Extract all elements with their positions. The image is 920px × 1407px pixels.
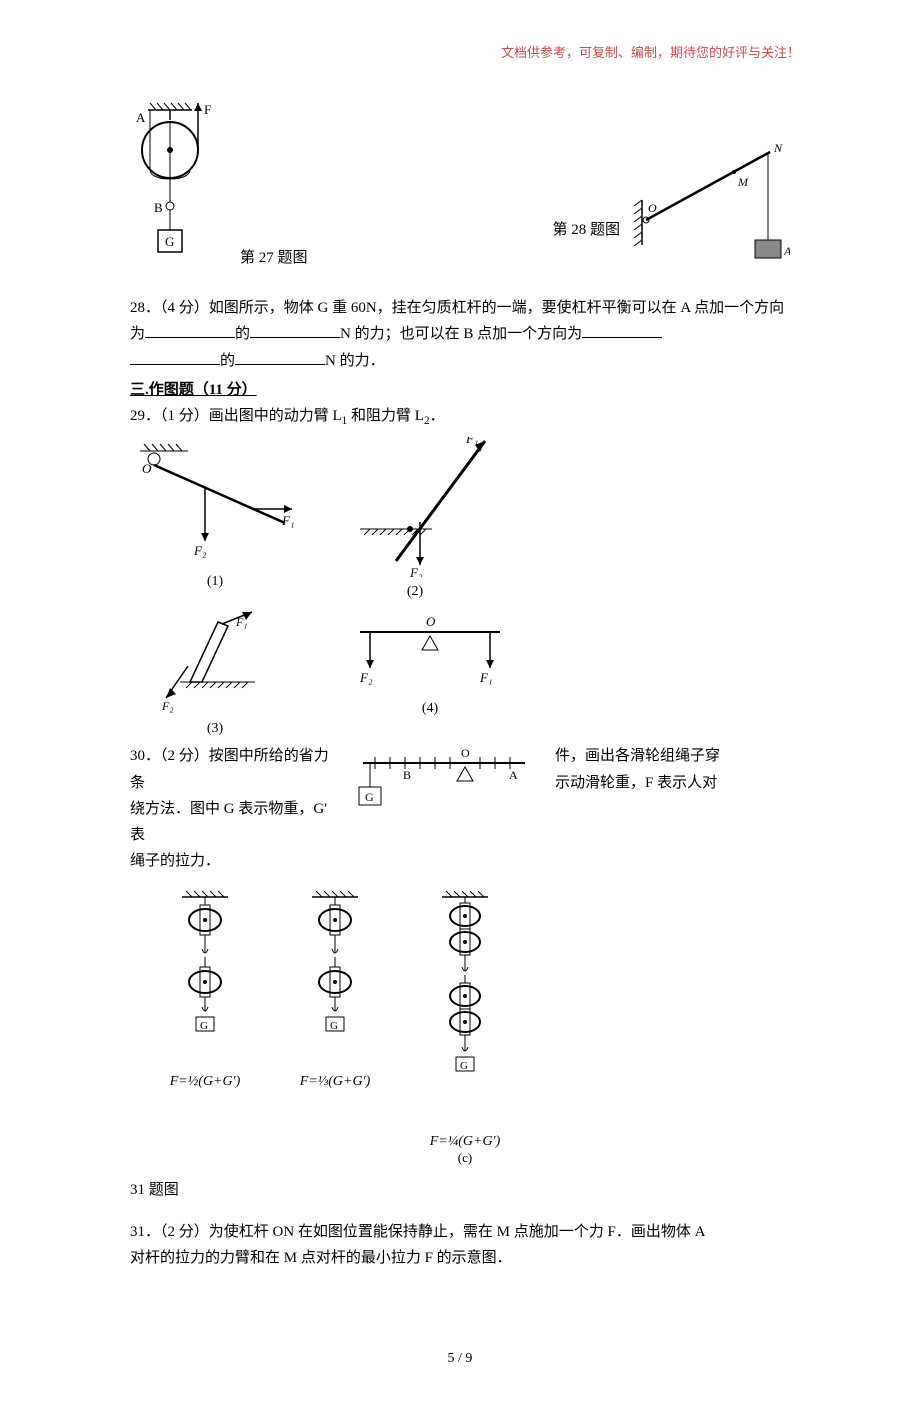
- q27-force-f: F: [204, 102, 211, 117]
- q28-label: 第 28 题图: [552, 218, 620, 275]
- svg-text:O: O: [426, 614, 436, 629]
- q28-o: O: [648, 201, 657, 215]
- svg-text:A: A: [509, 768, 518, 782]
- q29-fig3-label: (3): [160, 721, 270, 737]
- q29-prompt: 29．（1 分）画出图中的动力臂 L1 和阻力臂 L2．: [130, 403, 790, 432]
- q28-blank-3: [582, 323, 662, 338]
- q28-n: N: [773, 141, 783, 155]
- q31-figure-label: 31 题图: [130, 1178, 790, 1199]
- q27-box-g: G: [165, 234, 174, 249]
- q28-m: M: [737, 175, 749, 189]
- q29-fig1-label: (1): [130, 574, 300, 590]
- q29-fig2: F₁ F₂ (2): [340, 437, 490, 600]
- q30-pulley-b: G F=⅓(G+G′): [290, 889, 380, 1090]
- svg-text:F₂: F₂: [409, 565, 423, 577]
- q29-fig4-label: (4): [340, 701, 520, 717]
- q29-fig4: O F₂ F₁ (4): [340, 604, 520, 737]
- q28-mid2: N 的力；也可以在 B 点加一个方向为: [340, 326, 582, 342]
- q28-mid1: 的: [235, 326, 250, 342]
- svg-text:F₁: F₁: [465, 437, 478, 446]
- svg-text:F₁: F₁: [235, 615, 248, 629]
- q30-pulley-c-formula: F=¼(G+G′): [420, 1134, 510, 1150]
- q30-pulley-b-formula: F=⅓(G+G′): [290, 1074, 380, 1090]
- svg-text:G: G: [460, 1060, 468, 1072]
- svg-text:F₂: F₂: [359, 670, 373, 685]
- svg-text:O: O: [142, 461, 152, 476]
- q30-l3: 绳子的拉力．: [130, 848, 335, 874]
- q30-l2: 绕方法．图中 G 表示物重，G′表: [130, 796, 335, 849]
- svg-text:G: G: [200, 1020, 208, 1032]
- q30-block: 30．（2 分）按图中所给的省力条 绕方法．图中 G 表示物重，G′表 绳子的拉…: [130, 743, 790, 874]
- q29-fig1: O F₂ F₁ (1): [130, 437, 300, 600]
- q28-blank-1: [145, 323, 235, 338]
- header-watermark: 文档供参考，可复制、编制，期待您的好评与关注！: [501, 42, 800, 61]
- q28-mid3: 的: [220, 353, 235, 369]
- q30-r2: 示动滑轮重，F 表示人对: [555, 770, 730, 796]
- q30-pulley-c-label: (c): [420, 1150, 510, 1166]
- svg-text:B: B: [403, 768, 411, 782]
- svg-text:G: G: [330, 1020, 338, 1032]
- q30-pulley-a-formula: F=½(G+G′): [160, 1074, 250, 1090]
- section3-header: 三.作图题（11 分）: [130, 378, 790, 399]
- svg-text:O: O: [461, 746, 470, 760]
- q28-a: A: [783, 244, 790, 258]
- q28-blank-2: [250, 323, 340, 338]
- q27-figure: A F B: [130, 100, 230, 275]
- q27-point-a: A: [136, 110, 146, 125]
- q29-fig2-label: (2): [340, 584, 490, 600]
- q29-figures: O F₂ F₁ (1) F₁: [130, 437, 790, 737]
- q28-blank-3b: [130, 350, 220, 365]
- q28-suffix: N 的力．: [325, 353, 385, 369]
- svg-text:F₁: F₁: [479, 670, 492, 685]
- q27-point-b: B: [154, 200, 163, 215]
- q27-q28-figure-row: A F B: [130, 100, 790, 275]
- q30-mid-figure: O B A G: [335, 743, 555, 818]
- q30-l1: 30．（2 分）按图中所给的省力条: [130, 743, 335, 796]
- q30-pulleys: G F=½(G+G′): [160, 889, 790, 1166]
- q30-r1: 件，画出各滑轮组绳子穿: [555, 743, 730, 769]
- svg-text:G: G: [365, 790, 374, 804]
- svg-text:F₂: F₂: [193, 543, 207, 558]
- q27-label: 第 27 题图: [240, 246, 308, 275]
- q29-fig3: F₁ F₂ (3): [160, 604, 270, 737]
- page-number: 5 / 9: [130, 1351, 790, 1367]
- q28-text: 28．（4 分）如图所示，物体 G 重 60N，挂在匀质杠杆的一端，要使杠杆平衡…: [130, 295, 790, 374]
- svg-text:F₂: F₂: [161, 699, 174, 713]
- q28-figure: O N M A: [630, 140, 790, 275]
- q28-blank-4: [235, 350, 325, 365]
- svg-text:F₁: F₁: [281, 513, 294, 528]
- q30-pulley-a: G F=½(G+G′): [160, 889, 250, 1090]
- q30-pulley-c: G F=¼(G+G′) (c): [420, 889, 510, 1166]
- q31-text: 31．（2 分）为使杠杆 ON 在如图位置能保持静止，需在 M 点施加一个力 F…: [130, 1219, 790, 1272]
